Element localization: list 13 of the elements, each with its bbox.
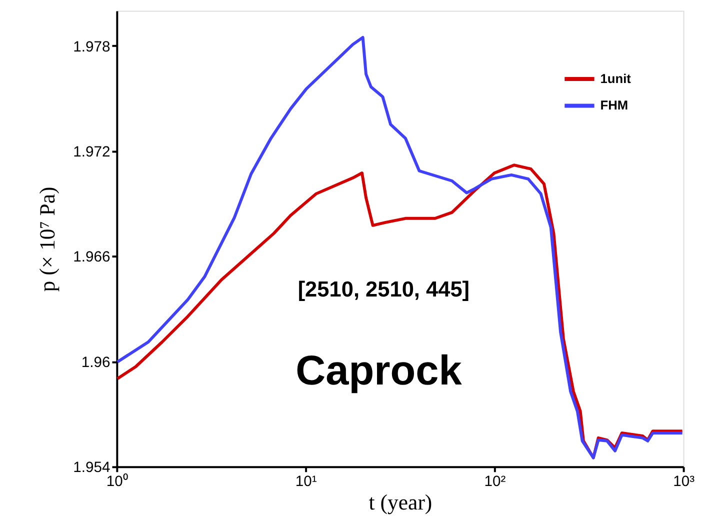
y-tick-label: 1.978 — [73, 39, 110, 56]
x-axis-title: t (year) — [368, 490, 432, 515]
y-tick-label: 1.96 — [81, 354, 110, 371]
y-axis-title: p (× 10⁷ Pa) — [35, 186, 60, 292]
annotation: Caprock — [296, 346, 463, 394]
x-tick-label: 10¹ — [295, 474, 317, 490]
legend-label: 1unit — [600, 70, 632, 86]
y-tick-label: 1.972 — [73, 144, 110, 161]
legend-label: FHM — [600, 98, 628, 113]
x-tick-label: 10³ — [673, 474, 695, 490]
y-tick-label: 1.966 — [73, 250, 110, 266]
x-tick-label: 10² — [484, 474, 506, 490]
annotation: [2510, 2510, 445] — [298, 276, 470, 302]
